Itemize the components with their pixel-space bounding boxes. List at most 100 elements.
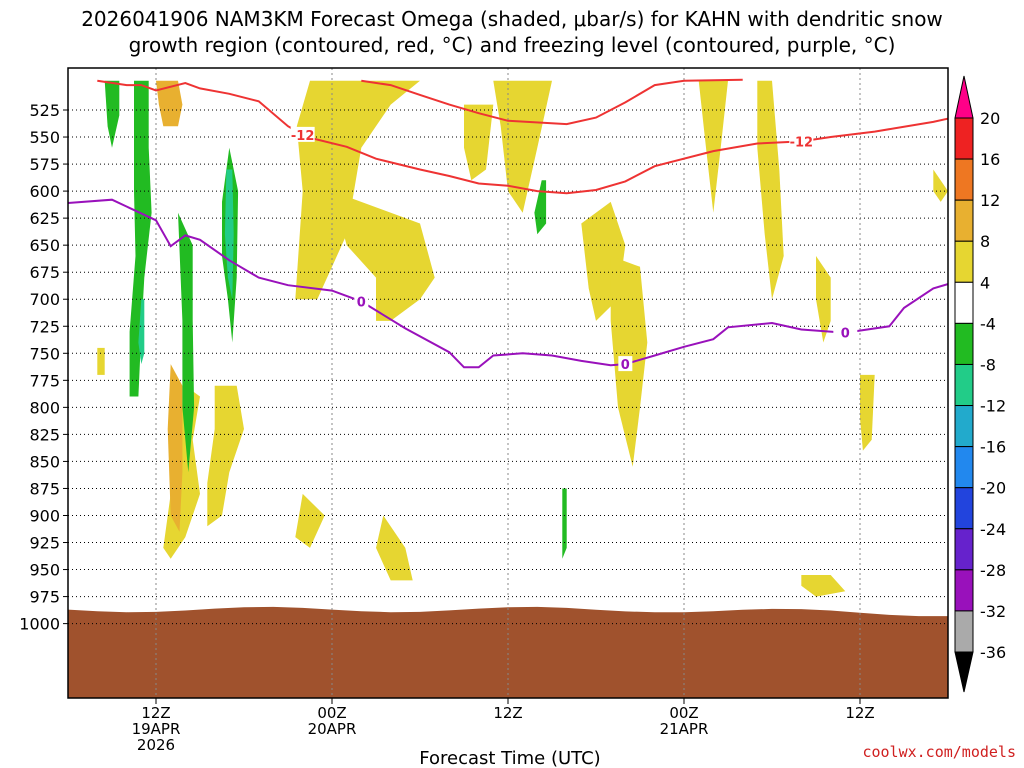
colorbar-label-11: -28 (980, 561, 1006, 580)
x-tick-label-0-2: 2026 (137, 736, 175, 754)
omega-region-weak_rise-7 (757, 80, 784, 300)
dgz-contour-2 (361, 78, 743, 126)
omega-region-moderate_sink-26 (138, 299, 145, 365)
x-tick-label-2-0: 12Z (493, 704, 522, 722)
y-tick-label-900: 900 (29, 506, 60, 525)
terrain-layer (68, 606, 948, 698)
colorbar-swatch-7 (954, 405, 974, 448)
freezing-level-contour-label: 0 (841, 327, 850, 342)
x-axis-title: Forecast Time (UTC) (419, 748, 600, 768)
colorbar-label-3: 8 (980, 232, 990, 251)
omega-region-weak_rise-9 (933, 169, 948, 202)
y-tick-label-600: 600 (29, 182, 60, 201)
colorbar-label-5: -4 (980, 314, 996, 333)
omega-region-weak_sink-19 (104, 80, 120, 148)
dgz-contour-1-label: -12 (291, 129, 315, 144)
y-tick-label-800: 800 (29, 398, 60, 417)
dgz-contour-0 (302, 117, 948, 195)
plot-area: -12 -12 0 0 0 (67, 67, 949, 699)
freezing-level-label-2: 0 (357, 295, 366, 310)
colorbar-swatch-3 (954, 240, 974, 283)
omega-region-weak_rise-3 (464, 104, 494, 181)
omega-region-weak_rise-1 (332, 191, 435, 321)
y-tick-label-700: 700 (29, 290, 60, 309)
colorbar-swatch-11 (954, 569, 974, 612)
omega-region-weak_sink-20 (129, 80, 152, 397)
colorbar-label-13: -36 (980, 643, 1006, 662)
omega-region-weak_rise-6 (698, 80, 728, 213)
y-tick-label-750: 750 (29, 344, 60, 363)
omega-region-weak_rise-8 (816, 256, 831, 343)
freezing-level-label-2-bg (354, 293, 369, 309)
y-tick-label-950: 950 (29, 561, 60, 580)
y-tick-label-975: 975 (29, 588, 60, 607)
colorbar-label-2: 12 (980, 191, 1000, 210)
dgz-contour-1 (97, 79, 304, 136)
colorbar-bottom-arrow (954, 651, 974, 693)
chart-title-line-1: 2026041906 NAM3KM Forecast Omega (shaded… (81, 7, 943, 31)
omega-region-weak_rise-0 (295, 80, 420, 300)
dgz-contour-0-label-bg (789, 133, 814, 149)
dgz-contour-1-label-bg (290, 126, 315, 142)
freezing-level-label-3-bg (618, 356, 633, 372)
omega-region-weak_sink-23 (534, 180, 547, 235)
freezing-level-contour (68, 198, 948, 369)
x-tick-label-4-0: 12Z (845, 704, 874, 722)
colorbar-swatch-6 (954, 363, 974, 407)
omega-region-weak_rise-10 (860, 374, 875, 451)
x-tick-label-1-0: 00Z (317, 704, 346, 722)
credit-label: coolwx.com/models (862, 743, 1016, 761)
x-tick-label-3-1: 21APR (660, 720, 709, 738)
colorbar-swatch-2 (954, 199, 974, 242)
colorbar-swatch-4 (954, 281, 974, 324)
y-tick-label-550: 550 (29, 128, 60, 147)
chart-title-line-2: growth region (contoured, red, °C) and f… (129, 33, 896, 57)
x-tick-label-1-1: 20APR (308, 720, 357, 738)
omega-region-weak_rise-16 (801, 575, 846, 597)
x-tick-label-3-0: 00Z (669, 704, 698, 722)
y-tick-label-825: 825 (29, 425, 60, 444)
temperature-contours: -12 -12 0 0 0 (68, 78, 948, 373)
colorbar-swatch-5 (954, 322, 974, 365)
colorbar-swatch-10 (954, 528, 974, 571)
colorbar-label-0: 20 (980, 109, 1000, 128)
colorbar-swatch-0 (954, 117, 974, 160)
omega-shading (97, 80, 948, 597)
colorbar-label-8: -16 (980, 438, 1006, 457)
y-tick-label-850: 850 (29, 452, 60, 471)
omega-region-moderate_sink-25 (224, 169, 234, 300)
y-tick-label-875: 875 (29, 479, 60, 498)
y-tick-label-675: 675 (29, 263, 60, 282)
colorbar-label-1: 16 (980, 150, 1000, 169)
y-tick-label-725: 725 (29, 317, 60, 336)
omega-region-weak_rise-15 (376, 515, 413, 581)
colorbar-swatch-1 (954, 158, 974, 201)
y-axis-pressure-labels: 525 550 575 600 625 650 675 700 725 750 775 800 825 8… (19, 101, 68, 634)
freezing-level-contour-label-bg (833, 324, 858, 340)
colorbar: 20 16 12 8 4 -4 -8 -12 -16 -20 -24 -28 -32 -36 (954, 75, 1006, 693)
colorbar-swatch-8 (954, 446, 974, 489)
y-tick-label-925: 925 (29, 534, 60, 553)
omega-region-weak_rise-14 (295, 493, 325, 548)
colorbar-label-6: -8 (980, 355, 996, 374)
colorbar-top-arrow (954, 75, 974, 119)
y-tick-label-525: 525 (29, 101, 60, 120)
x-tick-label-0-1: 19APR (132, 720, 181, 738)
omega-region-moderate_rise-18 (167, 364, 183, 532)
colorbar-swatch-12 (954, 610, 974, 653)
colorbar-label-10: -24 (980, 520, 1006, 539)
omega-region-weak_rise-13 (97, 347, 105, 375)
colorbar-label-12: -32 (980, 602, 1006, 621)
omega-region-weak_rise-12 (207, 385, 244, 527)
y-tick-label-575: 575 (29, 155, 60, 174)
x-tick-label-0-0: 12Z (141, 704, 170, 722)
colorbar-label-7: -12 (980, 397, 1006, 416)
y-tick-label-775: 775 (29, 371, 60, 390)
omega-region-weak_sink-21 (178, 212, 195, 473)
colorbar-label-4: 4 (980, 273, 990, 292)
grid-lines (68, 68, 948, 698)
y-tick-label-650: 650 (29, 236, 60, 255)
terrain-fill (68, 606, 948, 698)
